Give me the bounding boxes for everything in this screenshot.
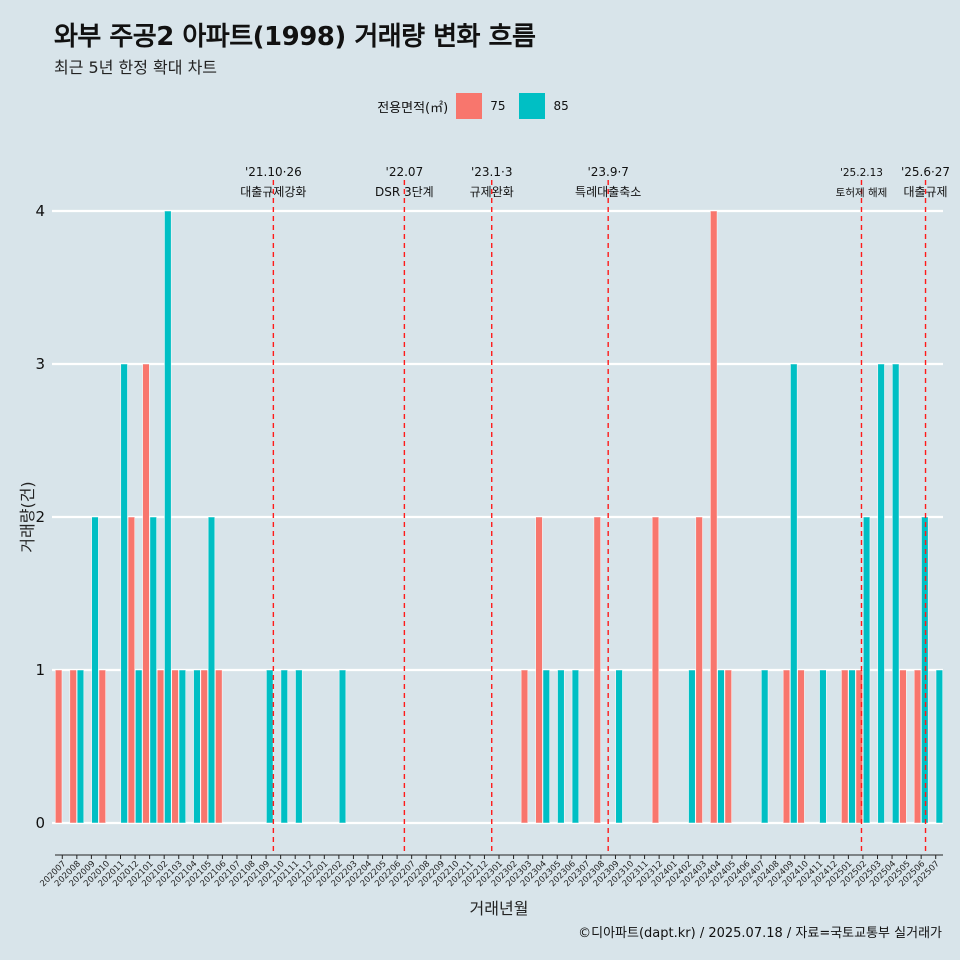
bar-85-202309 bbox=[616, 670, 623, 823]
bar-85-202110 bbox=[281, 670, 288, 823]
bar-75-202010 bbox=[99, 670, 106, 823]
bar-85-202407 bbox=[761, 670, 768, 823]
bar-75-202012 bbox=[128, 517, 135, 823]
bar-75-202102 bbox=[157, 670, 164, 823]
event-description-label: 대출규제강화 bbox=[240, 185, 306, 199]
event-description-label: 토허제 해제 bbox=[836, 186, 888, 199]
bar-75-202501 bbox=[841, 670, 848, 823]
bar-85-202502 bbox=[863, 517, 870, 823]
bar-85-202304 bbox=[543, 670, 550, 823]
bar-75-202103 bbox=[172, 670, 179, 823]
bar-85-202105 bbox=[208, 517, 215, 823]
bar-75-202008 bbox=[70, 670, 77, 823]
bar-75-202106 bbox=[215, 670, 222, 823]
y-tick-label: 0 bbox=[35, 814, 45, 832]
bar-85-202008 bbox=[77, 670, 84, 823]
bar-85-202103 bbox=[179, 670, 186, 823]
bar-85-202507 bbox=[936, 670, 943, 823]
bar-85-202011 bbox=[121, 364, 128, 823]
bar-85-202506 bbox=[921, 517, 928, 823]
bar-85-202102 bbox=[164, 211, 171, 823]
bar-85-202504 bbox=[892, 364, 899, 823]
event-date-label: '25.2.13 bbox=[840, 167, 883, 179]
bar-85-202501 bbox=[849, 670, 856, 823]
bar-85-202409 bbox=[790, 364, 797, 823]
bar-85-202306 bbox=[572, 670, 579, 823]
event-description-label: 대출규제 bbox=[903, 185, 947, 199]
event-description-label: 규제완화 bbox=[470, 185, 514, 199]
bar-85-202402 bbox=[689, 670, 696, 823]
y-tick-label: 3 bbox=[35, 355, 45, 373]
event-description-label: 특례대출축소 bbox=[575, 185, 641, 199]
bar-85-202411 bbox=[820, 670, 827, 823]
y-axis-title: 거래량(건) bbox=[18, 481, 37, 552]
bar-85-202012 bbox=[135, 670, 142, 823]
bar-75-202312 bbox=[652, 517, 659, 823]
bar-75-202007 bbox=[55, 670, 62, 823]
bar-85-202404 bbox=[718, 670, 725, 823]
bar-85-202104 bbox=[194, 670, 201, 823]
event-date-label: '21.10·26 bbox=[245, 165, 302, 179]
event-date-label: '23.1·3 bbox=[471, 165, 512, 179]
bar-75-202405 bbox=[725, 670, 732, 823]
bar-85-202109 bbox=[266, 670, 273, 823]
bar-chart: 0123420200720200820200920201020201120201… bbox=[0, 0, 960, 960]
bar-75-202105 bbox=[201, 670, 208, 823]
y-tick-label: 1 bbox=[35, 661, 45, 679]
y-tick-label: 4 bbox=[35, 202, 45, 220]
event-date-label: '22.07 bbox=[386, 165, 424, 179]
bar-85-202305 bbox=[558, 670, 565, 823]
bar-85-202111 bbox=[295, 670, 302, 823]
event-description-label: DSR 3단계 bbox=[375, 185, 434, 199]
x-axis-title: 거래년월 bbox=[470, 899, 529, 918]
bar-85-202202 bbox=[339, 670, 346, 823]
event-date-label: '25.6·27 bbox=[901, 165, 950, 179]
bar-75-202410 bbox=[798, 670, 805, 823]
bar-75-202303 bbox=[521, 670, 528, 823]
bar-75-202404 bbox=[710, 211, 717, 823]
bar-85-202009 bbox=[92, 517, 99, 823]
bar-75-202506 bbox=[914, 670, 921, 823]
source-caption: ©디아파트(dapt.kr) / 2025.07.18 / 자료=국토교통부 실… bbox=[578, 922, 942, 941]
bar-75-202505 bbox=[900, 670, 907, 823]
bar-75-202308 bbox=[594, 517, 601, 823]
bar-85-202101 bbox=[150, 517, 157, 823]
bar-75-202101 bbox=[143, 364, 150, 823]
bar-75-202409 bbox=[783, 670, 790, 823]
bar-75-202502 bbox=[856, 670, 863, 823]
bar-75-202304 bbox=[536, 517, 543, 823]
bar-75-202403 bbox=[696, 517, 703, 823]
bar-85-202503 bbox=[878, 364, 885, 823]
event-date-label: '23.9·7 bbox=[587, 165, 628, 179]
